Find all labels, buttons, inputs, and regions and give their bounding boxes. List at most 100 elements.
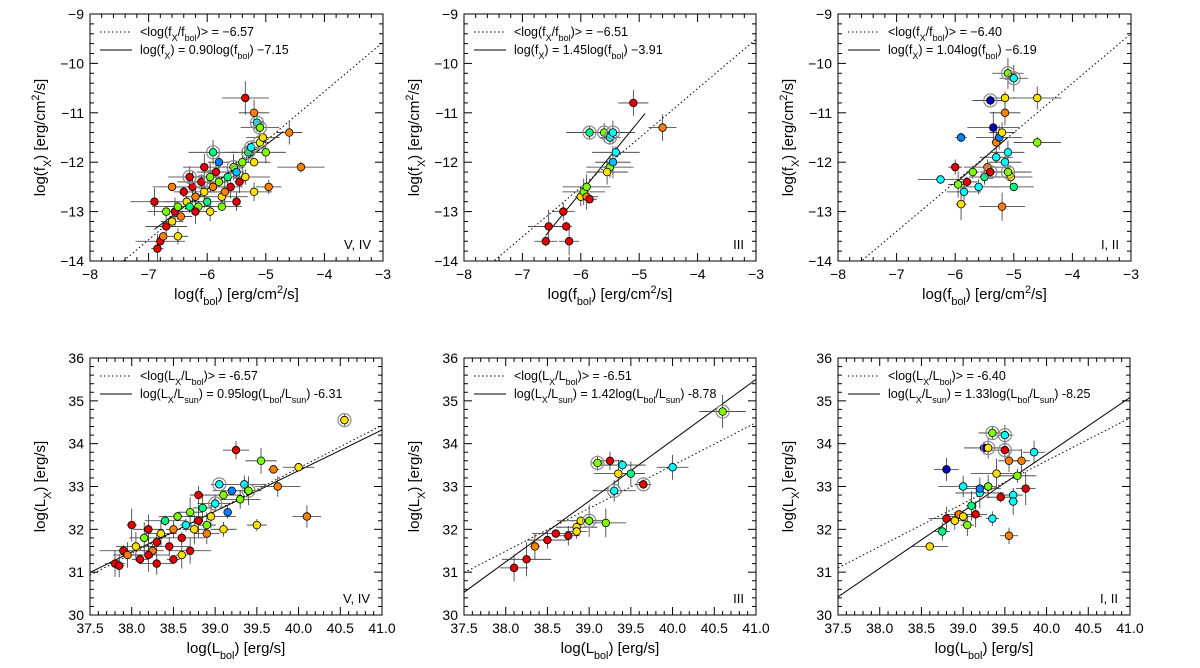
- x-tick-label: −3: [1123, 266, 1139, 282]
- data-point: [185, 546, 195, 555]
- data-point: [530, 542, 540, 551]
- data-point: [601, 518, 611, 528]
- data-point: [1009, 74, 1018, 83]
- data-point: [958, 512, 968, 521]
- data-point: [167, 182, 177, 192]
- point-ring: [983, 93, 998, 108]
- data-point: [227, 486, 237, 495]
- data-point: [967, 501, 976, 510]
- y-axis-label: log(LX) [erg/s]: [780, 441, 802, 532]
- data-point: [925, 542, 934, 551]
- data-point: [194, 490, 203, 500]
- data-point: [992, 469, 1001, 478]
- point-ring: [208, 496, 223, 511]
- data-points: [99, 413, 352, 578]
- data-point: [572, 527, 581, 536]
- data-point: [942, 514, 951, 523]
- data-point: [152, 559, 161, 568]
- point-ring: [997, 428, 1012, 443]
- data-point: [1009, 182, 1018, 192]
- data-point: [658, 123, 667, 132]
- data-point: [951, 162, 960, 172]
- data-point: [986, 96, 995, 105]
- y-tick-label: −11: [809, 105, 832, 121]
- data-point: [185, 172, 194, 182]
- data-point: [194, 516, 203, 525]
- point-ring: [182, 169, 197, 185]
- legend-mean-ratio: <log(LX/Lbol)> = -6.57: [140, 369, 258, 387]
- data-point: [582, 182, 591, 192]
- data-point: [988, 428, 997, 438]
- data-point: [150, 197, 159, 206]
- data-point: [135, 555, 145, 564]
- x-axis-label: log(Lbol) [erg/s]: [561, 640, 660, 662]
- luminosity-class-label: I, II: [1100, 591, 1118, 606]
- data-point: [975, 484, 985, 493]
- x-tick-label: −6: [573, 266, 589, 282]
- data-point: [208, 148, 218, 157]
- point-ring: [205, 145, 221, 160]
- data-point: [608, 157, 618, 167]
- data-point: [543, 535, 552, 545]
- data-point: [629, 98, 638, 108]
- data-point: [1009, 497, 1018, 506]
- data-point: [285, 128, 294, 137]
- y-tick-label: 33: [442, 479, 458, 495]
- data-point: [986, 167, 995, 177]
- data-point: [1004, 456, 1014, 465]
- panel-1: −8 −7 −6 −5 −4 −3 −14 −13 −12 −11 −10 −9 log(fbol) […: [30, 6, 391, 308]
- data-point: [144, 550, 153, 560]
- x-tick-label: −5: [258, 266, 274, 282]
- panel-6: 37.5 38.0 38.5 39.0 39.5 40.0 40.5 41.0 30 31 32 33…: [780, 350, 1144, 662]
- data-point: [974, 182, 983, 192]
- y-tick-label: 30: [816, 607, 832, 623]
- y-tick-label: 34: [68, 436, 84, 452]
- data-point: [522, 555, 531, 564]
- luminosity-class-label: I, II: [1101, 237, 1119, 252]
- x-tick-label: 39.5: [991, 620, 1018, 636]
- x-tick-label: −8: [82, 266, 98, 282]
- data-point: [210, 499, 220, 508]
- x-tick-label: −3: [748, 266, 764, 282]
- data-point: [605, 456, 615, 465]
- y-axis-label: log(LX) [erg/s]: [32, 441, 54, 532]
- data-point: [191, 192, 200, 201]
- data-point: [992, 153, 1001, 162]
- data-point: [173, 232, 183, 241]
- y-tick-label: 31: [816, 564, 832, 580]
- data-point: [971, 510, 980, 519]
- data-point: [140, 533, 149, 543]
- fit-line: [838, 396, 1130, 598]
- y-axis-label: log(LX) [erg/s]: [406, 441, 428, 532]
- data-point: [551, 529, 560, 538]
- data-point: [185, 202, 194, 211]
- data-point: [1000, 93, 1010, 103]
- data-points: [130, 81, 325, 261]
- plot-frame: [463, 13, 757, 262]
- data-points: [917, 57, 1062, 221]
- data-point: [541, 237, 550, 246]
- panel-4: 37.5 38.0 38.5 39.0 39.5 40.0 40.5 41.0 30 31 32 33…: [32, 350, 396, 662]
- x-tick-label: 39.5: [617, 620, 644, 636]
- panel-3: −8 −7 −6 −5 −4 −3 −14 −13 −12 −11 −10 −9 log(fbol) […: [778, 6, 1139, 308]
- y-tick-label: 36: [816, 350, 832, 366]
- data-point: [261, 148, 270, 157]
- data-point: [1000, 445, 1010, 455]
- data-point: [185, 508, 195, 517]
- data-point: [953, 180, 963, 189]
- y-tick-label: −13: [434, 204, 458, 220]
- data-point: [956, 133, 966, 142]
- data-point: [206, 512, 216, 521]
- x-tick-label: 41.0: [368, 620, 395, 636]
- data-point: [219, 490, 228, 500]
- data-point: [252, 520, 262, 530]
- data-point: [1013, 471, 1022, 480]
- data-point: [205, 172, 215, 182]
- y-tick-label: −12: [808, 154, 832, 170]
- data-point: [936, 175, 945, 184]
- x-tick-label: 40.5: [1075, 620, 1102, 636]
- data-point: [544, 222, 553, 231]
- data-point: [211, 167, 221, 177]
- y-tick-label: −10: [434, 55, 458, 71]
- point-ring: [252, 120, 268, 135]
